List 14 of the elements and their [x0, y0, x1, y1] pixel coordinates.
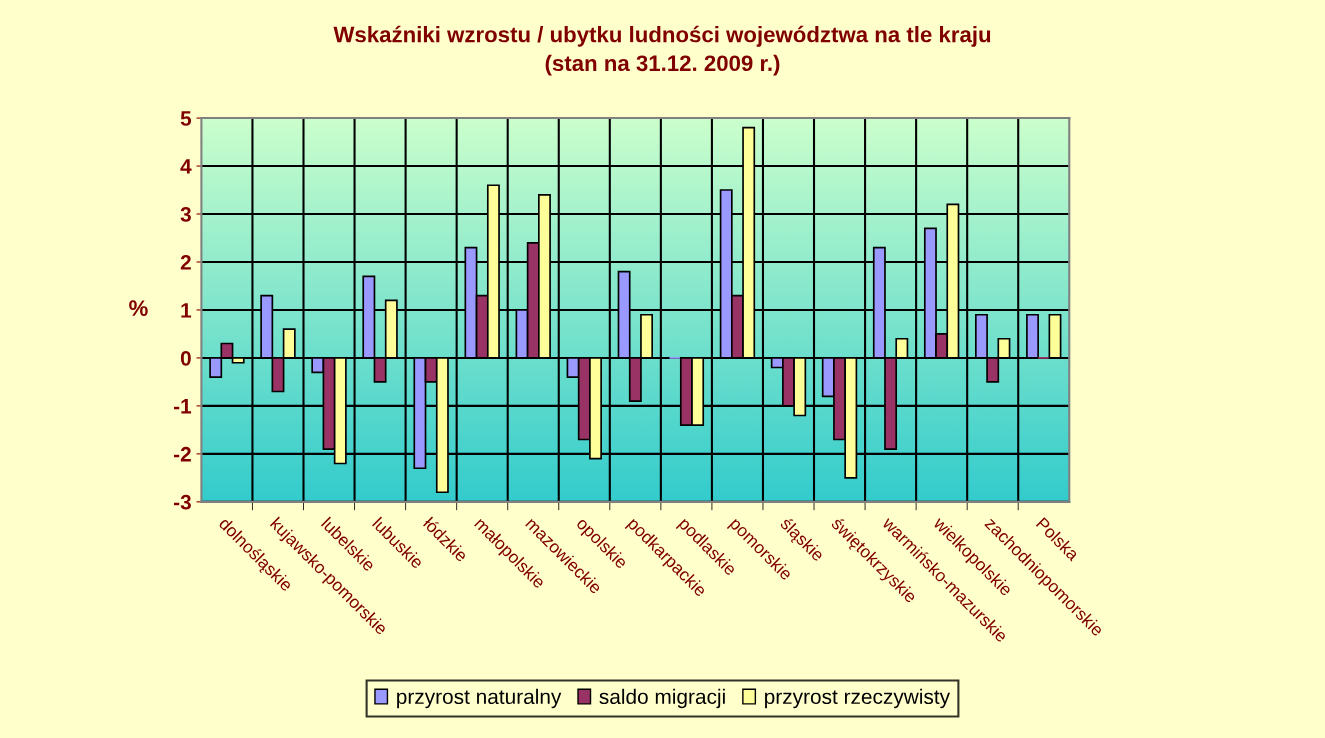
y-tick-label: 1: [181, 303, 192, 318]
y-axis-title: %: [129, 300, 148, 316]
y-tick-label: 2: [180, 254, 191, 270]
legend-label: przyrost naturalny: [397, 688, 562, 709]
y-tick-label: -2: [173, 446, 191, 462]
legend-label: saldo migracji: [599, 688, 725, 709]
y-tick-label: -3: [173, 494, 191, 510]
y-tick-label: -1: [173, 399, 192, 414]
y-tick-label: 3: [180, 207, 191, 222]
chart-title: Wskaźniki wzrostu / ubytku ludności województwa na tle kraju (stan na 31.12. 2009 r.): [333, 25, 991, 76]
y-tick-label: 4: [180, 159, 192, 174]
y-tick-label: 0: [180, 350, 191, 366]
legend-label: przyrost rzeczywisty: [765, 688, 951, 709]
y-tick-label: 5: [180, 111, 192, 126]
